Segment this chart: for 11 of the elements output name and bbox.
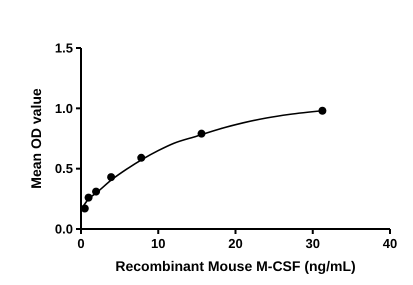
x-axis-title: Recombinant Mouse M-CSF (ng/mL) [115,258,356,274]
x-tick-label: 30 [306,236,320,251]
x-tick-label: 0 [77,236,85,251]
y-tick-label: 0.5 [54,161,73,176]
y-tick-label: 1.5 [54,40,73,56]
y-tick-label: 0.0 [54,222,73,237]
x-tick-label: 10 [151,236,166,251]
x-tick-label: 20 [228,236,243,251]
y-axis-title: Mean OD value [28,88,44,189]
x-tick-label: 40 [382,236,398,251]
y-tick-label: 1.0 [54,100,73,116]
